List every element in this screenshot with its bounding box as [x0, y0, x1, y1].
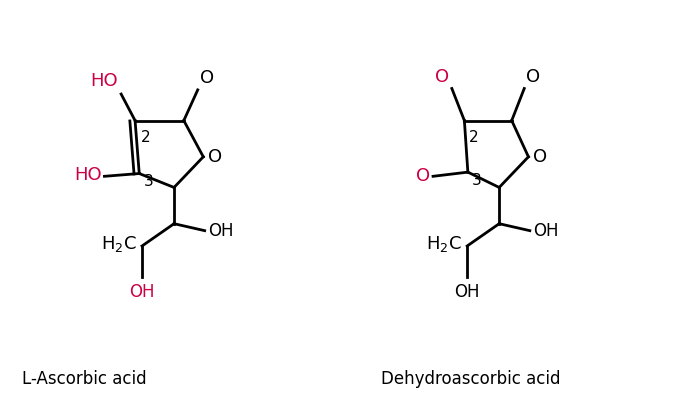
Text: O: O: [533, 148, 547, 166]
Text: L-Ascorbic acid: L-Ascorbic acid: [22, 370, 147, 388]
Text: 2: 2: [469, 130, 479, 145]
Text: OH: OH: [533, 222, 559, 240]
Text: OH: OH: [129, 283, 154, 301]
Text: O: O: [435, 68, 449, 86]
Text: 2: 2: [141, 130, 151, 145]
Text: H$_2$C: H$_2$C: [101, 234, 136, 254]
Text: O: O: [526, 68, 540, 86]
Text: O: O: [416, 167, 431, 185]
Text: OH: OH: [454, 283, 480, 301]
Text: 3: 3: [144, 174, 154, 189]
Text: 3: 3: [471, 173, 481, 188]
Text: Dehydroascorbic acid: Dehydroascorbic acid: [381, 370, 561, 388]
Text: O: O: [208, 148, 222, 166]
Text: O: O: [200, 69, 214, 87]
Text: HO: HO: [91, 72, 118, 90]
Text: H$_2$C: H$_2$C: [426, 234, 461, 254]
Text: HO: HO: [74, 166, 101, 184]
Text: OH: OH: [208, 222, 233, 240]
